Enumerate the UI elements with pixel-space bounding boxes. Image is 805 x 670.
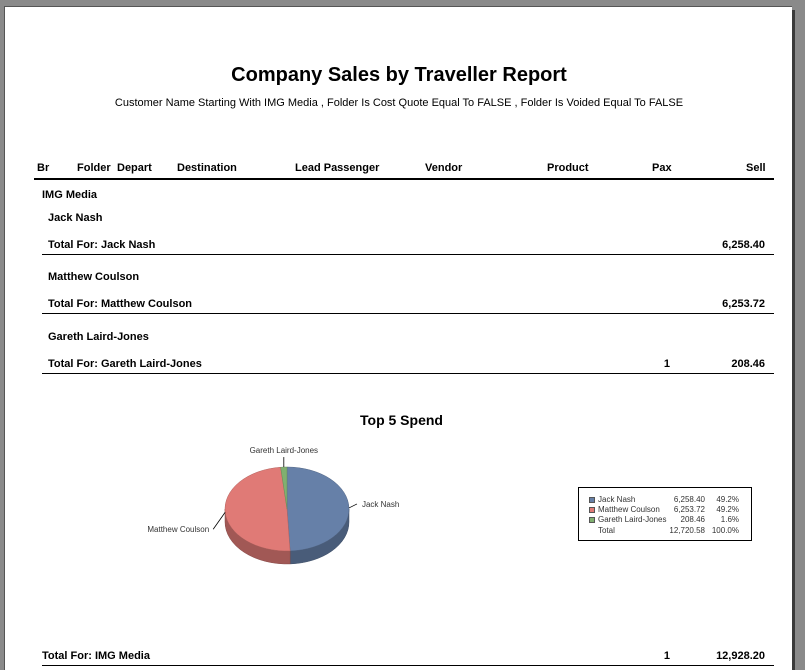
chart-title: Top 5 Spend (360, 412, 443, 428)
col-header-folder: Folder (77, 162, 111, 174)
pie-label-jack-nash: Jack Nash (362, 500, 399, 509)
viewer-background-top (0, 0, 805, 6)
legend-percent: 49.2% (716, 505, 739, 514)
report-title: Company Sales by Traveller Report (231, 64, 567, 86)
traveller-name: Gareth Laird-Jones (48, 331, 149, 343)
customer-group-name: IMG Media (42, 189, 98, 201)
legend-row: Gareth Laird-Jones 208.46 1.6% (579, 515, 751, 525)
traveller-total-rule (42, 313, 774, 314)
legend-swatch-matthew-coulson (589, 507, 595, 513)
legend-total-row: Total 12,720.58 100.0% (579, 526, 751, 536)
col-header-destination: Destination (177, 162, 237, 174)
report-page: Company Sales by Traveller Report Custom… (4, 6, 792, 670)
header-rule (34, 178, 774, 180)
legend-row: Jack Nash 6,258.40 49.2% (579, 495, 751, 505)
col-header-vendor: Vendor (425, 162, 463, 174)
traveller-name: Matthew Coulson (48, 271, 140, 283)
customer-total-rule (42, 665, 774, 666)
legend-row: Matthew Coulson 6,253.72 49.2% (579, 505, 751, 515)
col-header-pax: Pax (652, 162, 672, 174)
legend-percent: 49.2% (716, 495, 739, 504)
chart-legend: Jack Nash 6,258.40 49.2% Matthew Coulson… (578, 487, 752, 541)
traveller-total-pax: 1 (663, 358, 670, 370)
customer-total-label: Total For: IMG Media (42, 650, 150, 662)
pie-label-gareth-laird-jones: Gareth Laird-Jones (250, 446, 318, 455)
traveller-total-sell: 208.46 (731, 358, 765, 370)
traveller-total-sell: 6,258.40 (722, 239, 765, 251)
legend-value: 208.46 (680, 515, 705, 524)
page-shadow (792, 10, 795, 670)
col-header-sell: Sell (746, 162, 766, 174)
legend-total-percent: 100.0% (711, 526, 739, 535)
customer-total-sell: 12,928.20 (716, 650, 765, 662)
legend-label: Gareth Laird-Jones (598, 515, 667, 524)
traveller-total-label: Total For: Matthew Coulson (48, 298, 193, 310)
legend-swatch-jack-nash (589, 497, 595, 503)
pie-leader-line (348, 503, 358, 509)
pie-chart: Jack Nash Matthew Coulson Gareth Laird-Jon… (147, 446, 399, 565)
viewer-background-right (792, 6, 805, 670)
col-header-br: Br (37, 162, 50, 174)
legend-swatch-gareth-laird-jones (589, 517, 595, 523)
col-header-depart: Depart (117, 162, 152, 174)
legend-total-value: 12,720.58 (669, 526, 705, 535)
legend-total-label: Total (598, 526, 615, 535)
pie-leader-line (212, 511, 226, 530)
traveller-name: Jack Nash (48, 212, 103, 224)
legend-label: Matthew Coulson (598, 505, 660, 514)
legend-value: 6,253.72 (673, 505, 705, 514)
report-criteria: Customer Name Starting With IMG Media , … (114, 97, 684, 109)
legend-label: Jack Nash (598, 495, 636, 504)
traveller-total-rule (42, 254, 774, 255)
legend-percent: 1.6% (720, 515, 739, 524)
traveller-total-label: Total For: Jack Nash (48, 239, 156, 251)
traveller-total-sell: 6,253.72 (722, 298, 765, 310)
customer-total-pax: 1 (663, 650, 670, 662)
legend-value: 6,258.40 (673, 495, 705, 504)
col-header-lead-passenger: Lead Passenger (295, 162, 380, 174)
col-header-product: Product (547, 162, 589, 174)
traveller-total-label: Total For: Gareth Laird-Jones (48, 358, 202, 370)
pie-label-matthew-coulson: Matthew Coulson (147, 525, 209, 534)
traveller-total-rule (42, 373, 774, 374)
